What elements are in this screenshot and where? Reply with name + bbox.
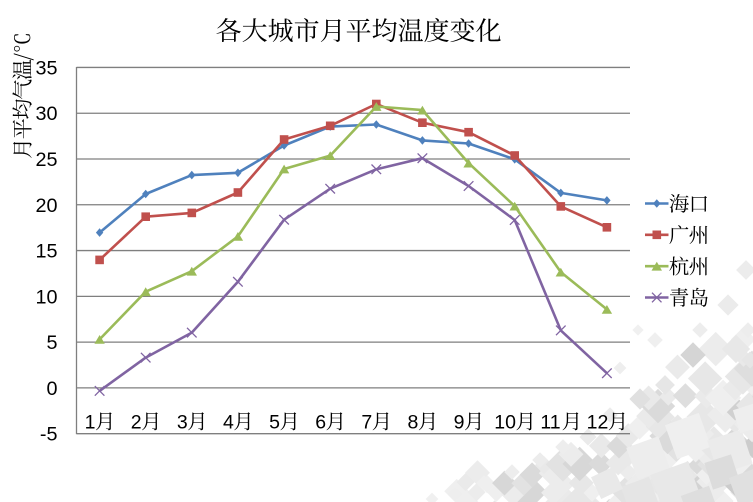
svg-text:11: 11 [540,412,560,434]
svg-text:35: 35 [35,57,57,79]
svg-text:3: 3 [177,412,188,434]
svg-text:-5: -5 [40,424,58,446]
svg-text:10: 10 [494,412,516,434]
svg-text:1: 1 [85,412,96,434]
svg-text:10: 10 [35,286,57,308]
svg-text:2: 2 [131,412,142,434]
svg-text:12: 12 [587,412,609,434]
svg-text:7: 7 [361,412,372,434]
svg-text:9: 9 [454,412,465,434]
svg-text:4: 4 [223,412,234,434]
svg-text:6: 6 [315,412,326,434]
svg-text:5: 5 [46,332,57,354]
svg-text:5: 5 [269,412,280,434]
svg-text:8: 8 [408,412,419,434]
svg-text:15: 15 [35,241,57,263]
svg-text:30: 30 [35,103,57,125]
svg-text:20: 20 [35,195,57,217]
svg-text:0: 0 [46,378,57,400]
svg-text:25: 25 [35,149,57,171]
